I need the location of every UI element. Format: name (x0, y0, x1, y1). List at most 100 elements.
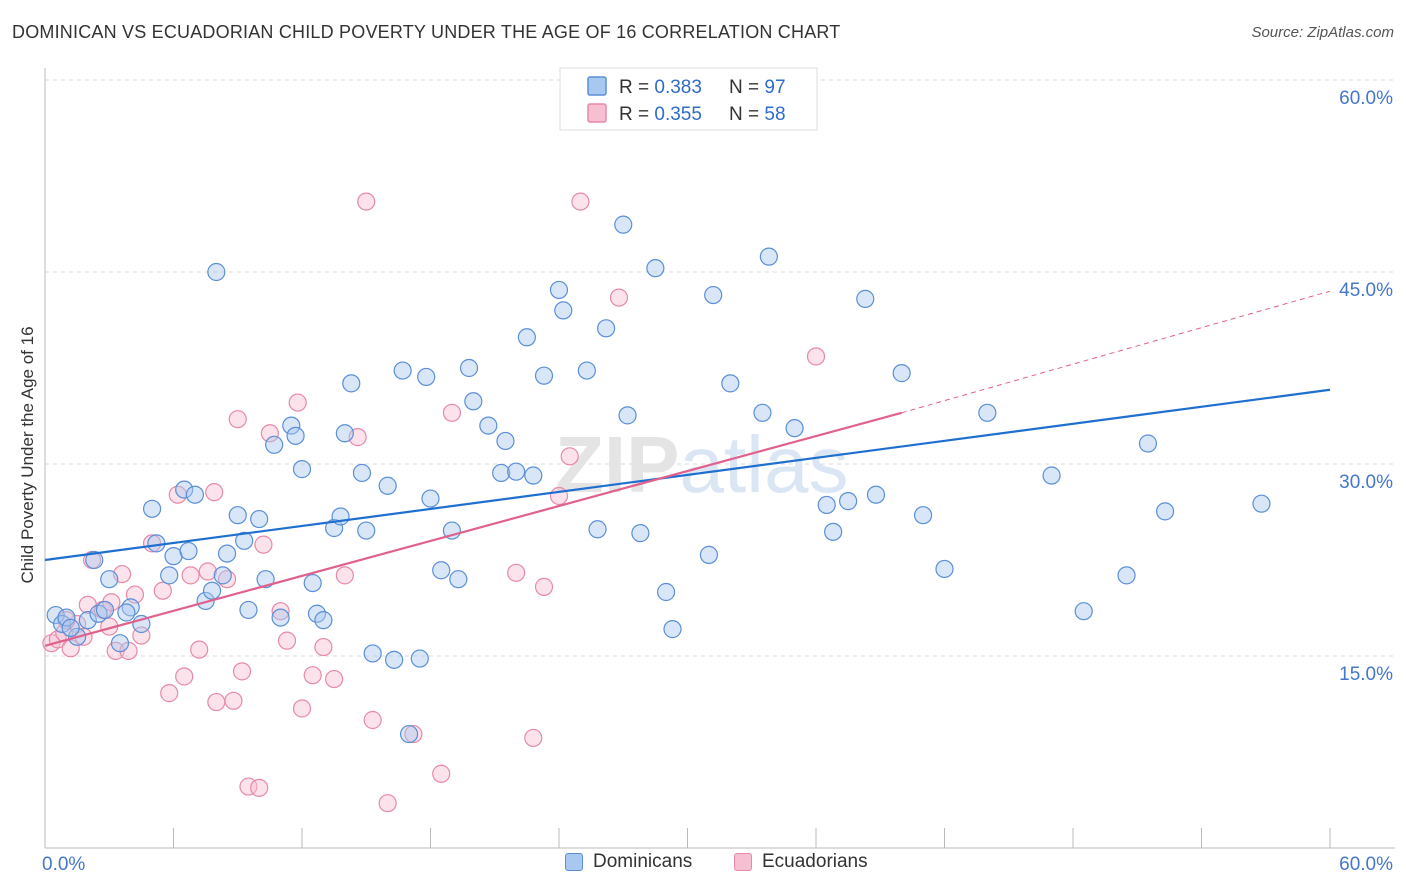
ecuadorian-point-35 (288, 393, 307, 412)
y-tick-label-45: 45.0% (1339, 280, 1393, 301)
dominican-point-2 (57, 608, 76, 627)
legend-label-ecuadorians: Ecuadorians (762, 851, 868, 872)
dominican-point-74 (699, 545, 719, 564)
ecuadorian-point-34 (277, 631, 297, 650)
legend-swatch-dominicans (587, 76, 607, 96)
dominican-point-39 (335, 424, 354, 443)
y-tick-label-60: 60.0% (1339, 88, 1393, 109)
dominican-point-90 (1074, 602, 1093, 621)
legend-n-label-2: N = (729, 104, 764, 125)
dominican-point-72 (656, 582, 676, 602)
legend-n-value-2: 58 (764, 104, 785, 125)
legend-r-value-1: 0.383 (654, 77, 702, 98)
dominican-point-0 (46, 605, 65, 625)
dominican-point-64 (554, 301, 573, 320)
dominican-point-83 (856, 289, 875, 308)
gridlines (45, 79, 1395, 657)
ecuadorian-point-32 (260, 424, 279, 443)
legend-bottom: Dominicans Ecuadorians (0, 851, 1406, 879)
ecuadorian-point-26 (224, 691, 243, 710)
dominican-point-57 (492, 463, 511, 483)
chart-title: DOMINICAN VS ECUADORIAN CHILD POVERTY UN… (12, 22, 841, 42)
ecuadorian-point-49 (524, 728, 543, 748)
ecuadorian-point-42 (357, 192, 376, 211)
dominican-point-41 (352, 463, 372, 483)
dominican-point-55 (464, 392, 483, 411)
legend-swatch-ecuadorians (734, 853, 752, 871)
dominican-point-51 (432, 561, 451, 580)
dominican-point-91 (1117, 566, 1136, 585)
dominican-point-23 (217, 544, 237, 563)
axes (44, 68, 1395, 849)
y-tick-label-15: 15.0% (1339, 664, 1393, 685)
dominican-point-93 (1155, 502, 1175, 521)
dominican-point-49 (417, 367, 436, 387)
ecuadorian-point-37 (303, 666, 322, 685)
dominican-point-45 (384, 650, 404, 669)
dominican-point-7 (95, 600, 115, 620)
legend-r-label-1: R = (619, 77, 654, 98)
dominican-point-92 (1138, 434, 1158, 453)
dominican-point-95 (61, 618, 80, 637)
ecuadorian-point-48 (507, 563, 526, 582)
dominican-point-28 (256, 570, 275, 589)
ecuadorian-point-27 (228, 410, 247, 429)
ecuadorian-point-53 (571, 192, 590, 211)
legend-n-label-1: N = (729, 77, 764, 98)
ecuadorian-point-40 (335, 566, 354, 585)
dominican-point-46 (393, 361, 412, 380)
dominican-point-20 (202, 581, 222, 600)
ecuadorian-point-36 (292, 699, 312, 718)
dominican-point-69 (618, 406, 637, 425)
dominican-point-80 (817, 495, 836, 515)
ecuadorian-point-54 (609, 288, 629, 307)
dominican-point-43 (363, 644, 382, 663)
dominican-point-70 (631, 524, 650, 543)
legend-r-value-2: 0.355 (654, 104, 702, 125)
ecuadorian-point-15 (142, 534, 162, 553)
svg-text:R = 0.355: R = 0.355 (619, 104, 702, 125)
dominican-point-37 (325, 518, 344, 538)
dominican-point-47 (399, 724, 419, 744)
tick-labels: 15.0% 30.0% 45.0% 60.0% 0.0% 60.0% (42, 88, 1393, 875)
dominican-point-18 (185, 485, 205, 504)
dominican-point-22 (213, 566, 232, 585)
dominican-point-34 (303, 573, 322, 593)
source-label: Source: ZipAtlas.com (1251, 24, 1394, 41)
legend-top: R = 0.383 N = 97 R = 0.355 N = 58 (559, 67, 818, 131)
svg-text:R = 0.383: R = 0.383 (619, 77, 702, 98)
dominican-point-53 (449, 570, 468, 589)
dominican-point-61 (524, 466, 543, 485)
dominican-point-14 (160, 566, 179, 585)
legend-swatch-dominicans (565, 853, 583, 871)
dominican-point-67 (597, 319, 616, 338)
dominican-point-94 (1252, 494, 1271, 513)
dominican-point-59 (507, 462, 526, 481)
dominican-point-58 (496, 431, 515, 451)
ecuadorian-point-47 (442, 403, 462, 422)
svg-text:N = 97: N = 97 (729, 77, 786, 98)
ecuadorians-trend-extension (901, 290, 1331, 414)
ecuadorian-point-31 (254, 535, 273, 554)
dominican-point-31 (282, 416, 301, 435)
dominican-point-25 (235, 531, 254, 550)
x-tick-label-max: 60.0% (1339, 854, 1393, 875)
legend-label-dominicans: Dominicans (593, 851, 693, 872)
dominicans-trend-line (44, 388, 1331, 562)
legend-n-value-1: 97 (764, 77, 785, 98)
dominican-point-27 (250, 509, 269, 529)
ecuadorian-point-23 (205, 483, 224, 502)
dominican-point-40 (342, 374, 361, 393)
dominican-point-81 (824, 522, 843, 541)
dominican-point-9 (110, 634, 130, 653)
ecuadorian-point-28 (232, 662, 252, 681)
dominican-point-62 (534, 366, 554, 385)
dominican-point-77 (753, 403, 772, 422)
legend-swatch-ecuadorians (587, 103, 607, 123)
ecuadorian-point-24 (207, 692, 226, 712)
y-tick-label-30: 30.0% (1339, 472, 1393, 493)
dominican-point-78 (759, 247, 778, 266)
dominican-point-48 (410, 649, 429, 668)
dominican-point-56 (479, 416, 498, 435)
dominican-point-75 (704, 285, 723, 305)
